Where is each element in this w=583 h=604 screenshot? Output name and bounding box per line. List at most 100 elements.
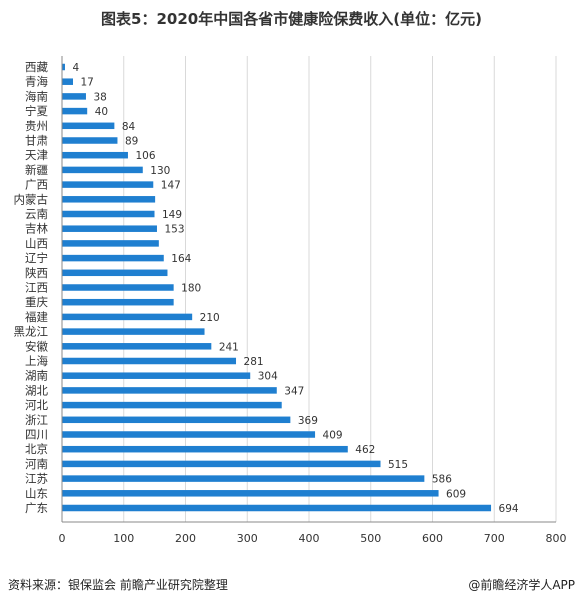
category-label: 海南: [25, 89, 48, 103]
bar: [62, 387, 277, 394]
bar: [62, 151, 128, 159]
category-label: 青海: [25, 75, 48, 89]
x-tick-label: 0: [59, 532, 66, 545]
bar: [62, 401, 282, 409]
category-label: 天津: [25, 148, 48, 162]
bar: [62, 504, 492, 512]
bar: [62, 372, 251, 379]
category-label: 河北: [25, 398, 48, 412]
category-label: 江西: [25, 281, 48, 295]
bar: [62, 431, 316, 438]
value-label: 462: [355, 444, 375, 456]
value-label: 241: [219, 341, 239, 353]
x-tick-label: 100: [113, 532, 134, 545]
bar: [62, 240, 159, 247]
category-label: 吉林: [25, 222, 48, 236]
bar: [62, 357, 237, 365]
value-label: 4: [72, 62, 79, 74]
value-label: 515: [388, 459, 408, 471]
value-label: 281: [244, 356, 264, 368]
bar: [62, 93, 86, 100]
category-label: 云南: [25, 207, 48, 221]
bar: [62, 181, 154, 188]
category-label: 湖南: [25, 369, 48, 383]
bar: [62, 196, 156, 203]
bar: [62, 490, 439, 497]
category-label: 山东: [25, 486, 48, 500]
category-label: 北京: [25, 442, 48, 456]
bar: [62, 298, 174, 306]
bar: [62, 166, 143, 174]
bar: [62, 343, 212, 350]
bar: [62, 313, 193, 321]
bar: [62, 328, 205, 335]
category-label: 广西: [25, 178, 48, 192]
value-label: 84: [122, 121, 136, 133]
category-labels: 西藏青海海南宁夏贵州甘肃天津新疆广西内蒙古云南吉林山西辽宁陕西江西重庆福建黑龙江…: [14, 60, 49, 515]
x-tick-label: 600: [422, 532, 443, 545]
source-note: 资料来源：银保监会 前瞻产业研究院整理: [8, 578, 228, 592]
value-label: 180: [181, 283, 201, 295]
category-label: 贵州: [25, 119, 48, 133]
x-tick-label: 200: [175, 532, 196, 545]
value-label: 409: [323, 430, 343, 442]
x-tick-label: 800: [546, 532, 567, 545]
category-label: 江苏: [25, 472, 48, 486]
category-label: 陕西: [25, 266, 48, 280]
bars: [62, 63, 492, 512]
value-label: 40: [95, 106, 108, 118]
category-label: 甘肃: [25, 134, 48, 148]
bar: [62, 107, 88, 115]
bar: [62, 137, 118, 144]
category-label: 广东: [25, 501, 48, 515]
value-label: 304: [258, 371, 278, 383]
category-label: 新疆: [25, 163, 48, 177]
bar: [62, 122, 115, 130]
category-label: 山西: [25, 236, 48, 250]
credit-note: @前瞻经济学人APP: [468, 578, 575, 592]
value-label: 38: [93, 91, 106, 103]
value-label: 347: [284, 385, 304, 397]
bar: [62, 254, 164, 262]
value-label: 369: [298, 415, 318, 427]
bar: [62, 445, 348, 453]
value-label: 149: [162, 209, 182, 221]
chart-title: 图表5：2020年中国各省市健康险保费收入(单位：亿元): [101, 10, 482, 28]
value-label: 17: [80, 77, 93, 89]
category-label: 河南: [25, 457, 48, 471]
category-label: 辽宁: [25, 251, 48, 265]
x-tick-label: 500: [360, 532, 381, 545]
category-label: 福建: [25, 310, 48, 324]
value-label: 694: [499, 503, 519, 515]
category-label: 重庆: [25, 295, 48, 309]
bar: [62, 210, 155, 218]
value-label: 147: [161, 180, 181, 192]
bar: [62, 284, 174, 291]
value-label: 130: [150, 165, 170, 177]
category-label: 宁夏: [25, 104, 48, 118]
bar: [62, 460, 381, 468]
bar: [62, 475, 425, 482]
bar: [62, 416, 291, 424]
category-label: 湖北: [25, 383, 48, 397]
bar: [62, 78, 73, 85]
value-label: 210: [200, 312, 220, 324]
bar: [62, 63, 65, 71]
category-label: 西藏: [25, 60, 48, 74]
x-tick-label: 400: [299, 532, 320, 545]
bar: [62, 225, 157, 232]
value-label: 586: [432, 474, 452, 486]
value-label: 609: [446, 488, 466, 500]
category-label: 四川: [25, 428, 48, 442]
value-label: 106: [135, 150, 155, 162]
category-label: 浙江: [25, 413, 48, 427]
category-label: 安徽: [25, 339, 48, 353]
value-label: 164: [171, 253, 191, 265]
x-tick-labels: 0 100 200 300 400 500 600 700 800: [59, 532, 567, 545]
x-tick-label: 700: [484, 532, 505, 545]
category-label: 黑龙江: [14, 325, 49, 339]
value-label: 89: [125, 136, 138, 148]
category-label: 上海: [25, 354, 48, 368]
